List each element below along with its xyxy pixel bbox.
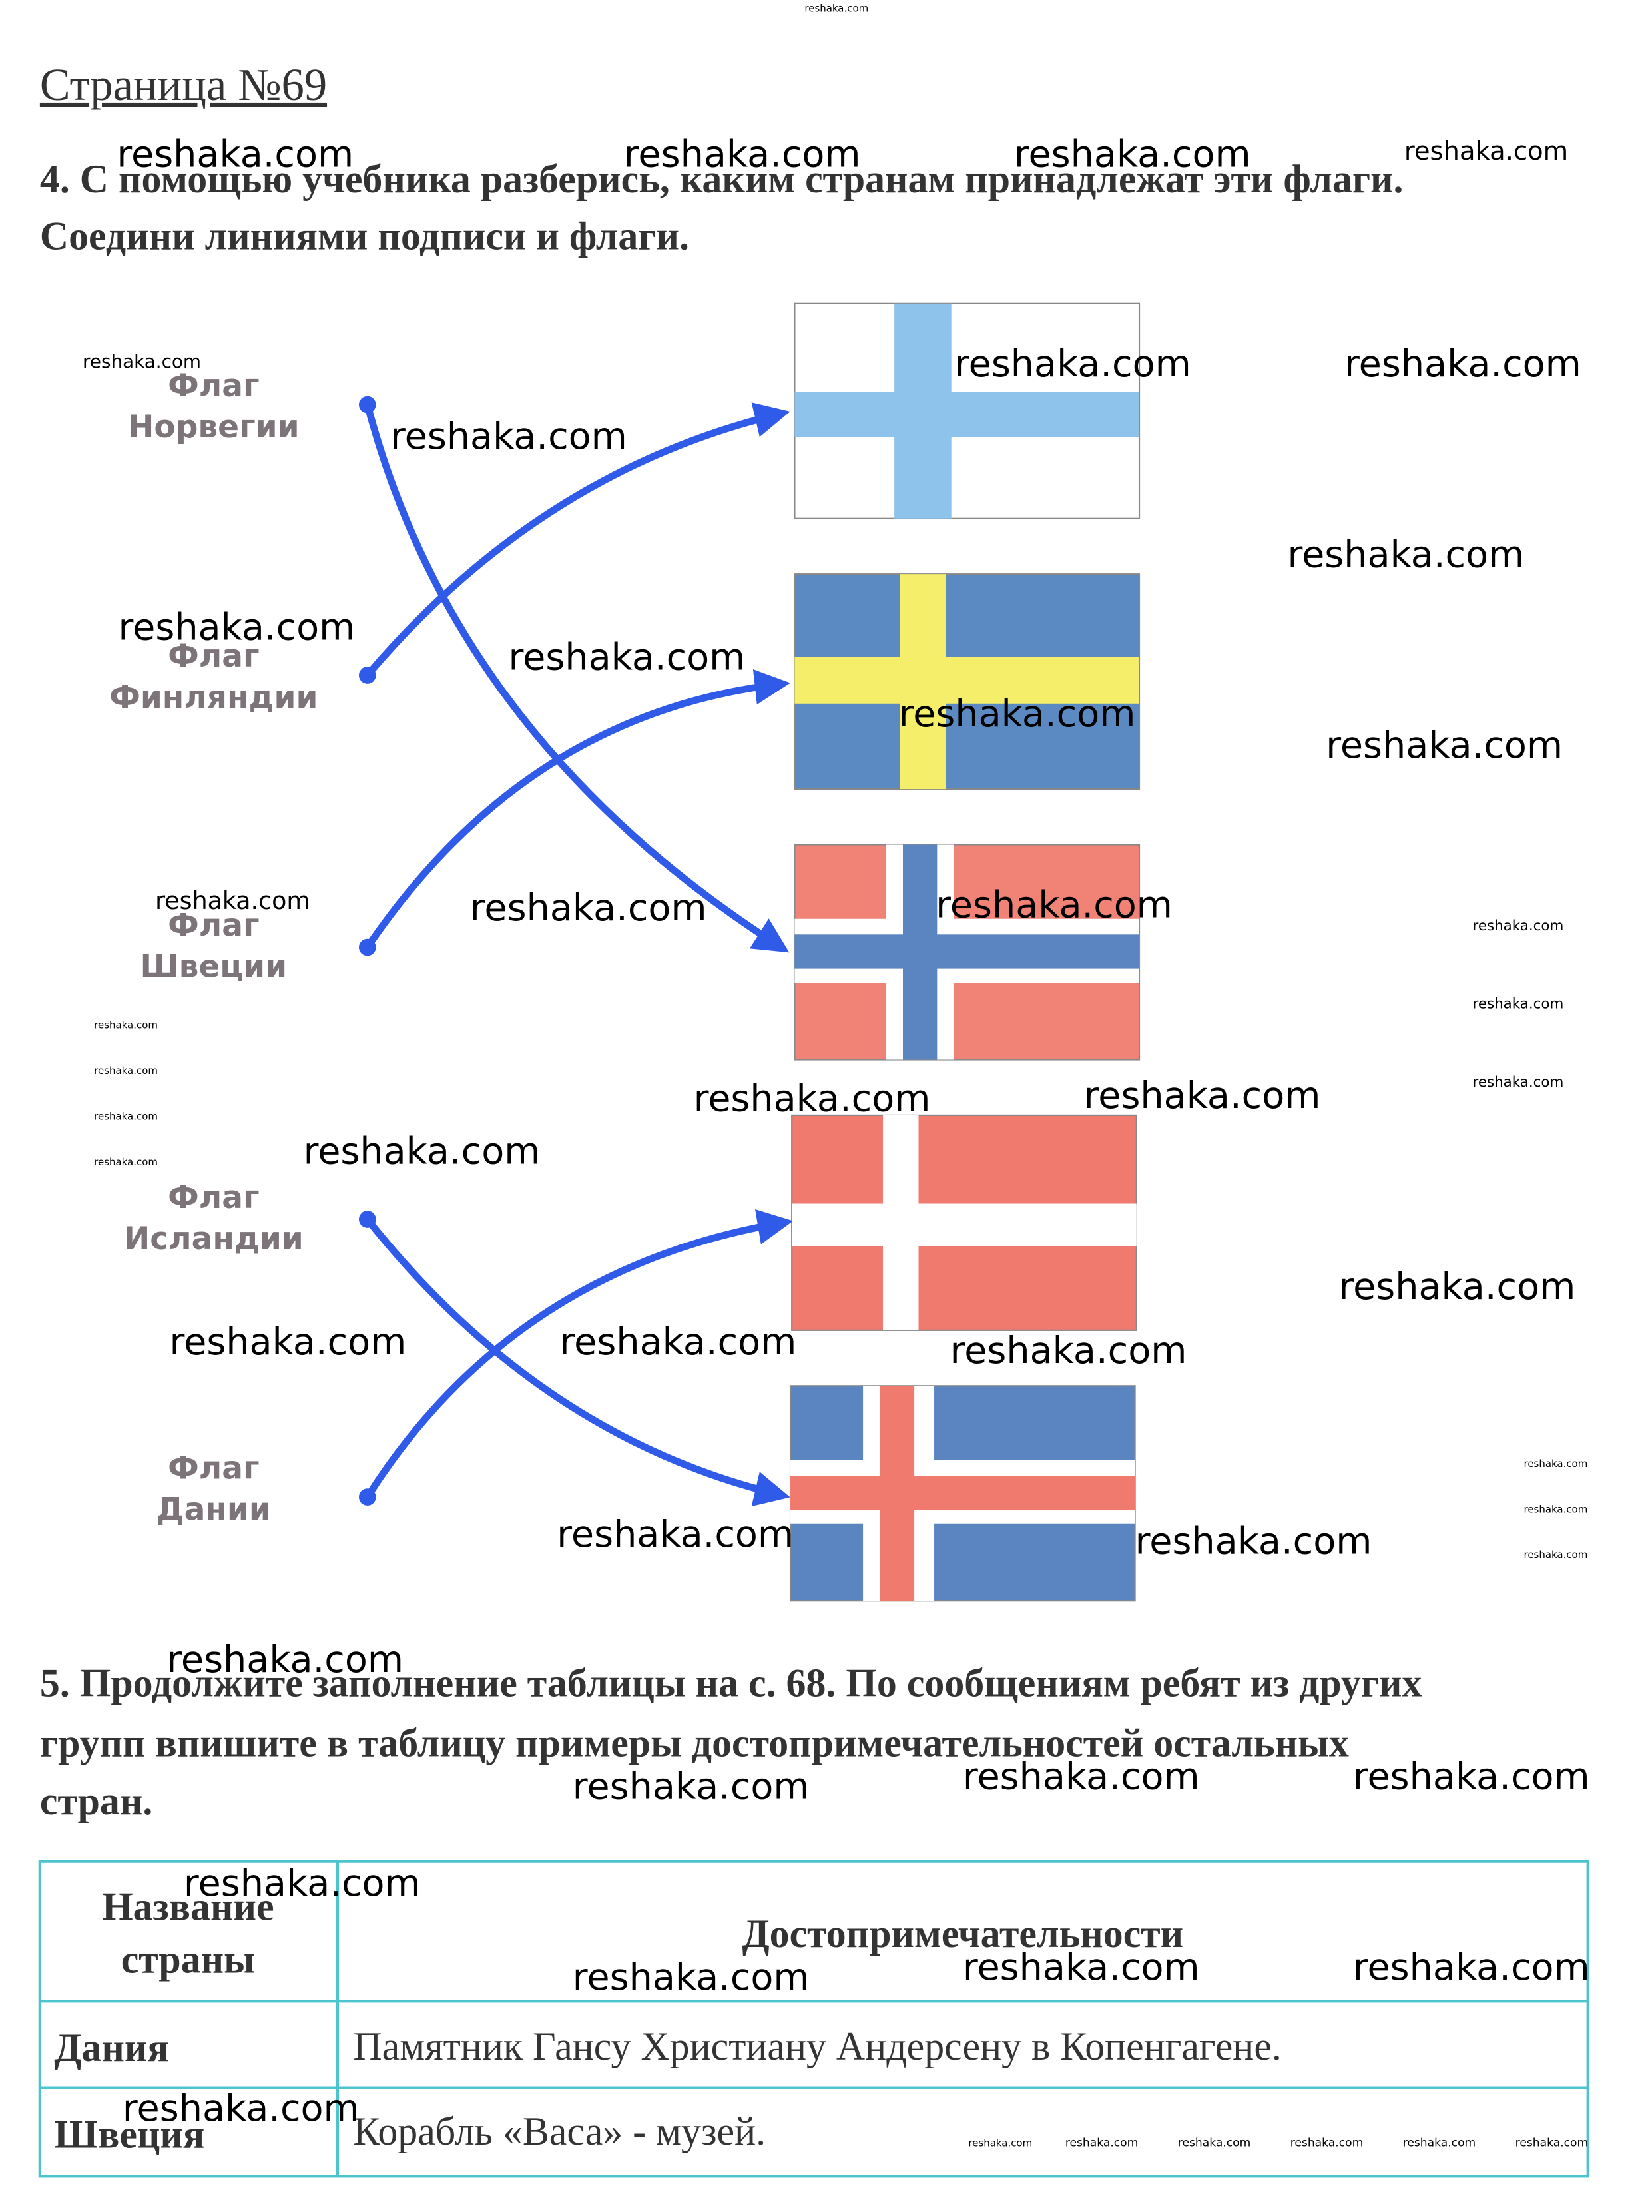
watermark: reshaka.com <box>123 2087 360 2130</box>
watermark: reshaka.com <box>94 1019 158 1031</box>
watermark: reshaka.com <box>119 606 356 649</box>
watermark: reshaka.com <box>1473 1074 1564 1091</box>
watermark: reshaka.com <box>1353 1946 1590 1989</box>
watermark: reshaka.com <box>557 1513 794 1556</box>
watermarks: reshaka.com reshaka.com reshaka.com reshaka… <box>83 2 1590 2149</box>
watermark: reshaka.com <box>170 1320 407 1364</box>
flag-labels: Флаг Норвегии Флаг Финляндии Флаг Швеции Флаг И… <box>109 368 318 1528</box>
flags <box>789 302 1141 1602</box>
watermark: reshaka.com <box>899 692 1136 736</box>
dots <box>358 396 376 1506</box>
watermark: reshaka.com <box>1014 133 1251 176</box>
arrow <box>364 404 790 953</box>
task-text: стран. <box>40 1779 152 1823</box>
watermark: reshaka.com <box>509 635 746 679</box>
table-cell: Корабль «Васа» - музей. <box>353 2109 766 2153</box>
arrows <box>364 402 794 1507</box>
watermark: reshaka.com <box>184 1862 421 1905</box>
watermark: reshaka.com <box>94 1156 158 1168</box>
flag-label: Исландии <box>124 1221 304 1257</box>
watermark: reshaka.com <box>166 1638 404 1681</box>
watermark: reshaka.com <box>1178 2136 1251 2149</box>
flag-label: Флаг <box>168 907 259 944</box>
watermark: reshaka.com <box>1065 2136 1139 2149</box>
flag-iceland <box>789 1385 1136 1602</box>
watermark: reshaka.com <box>1515 2136 1589 2149</box>
watermark: reshaka.com <box>390 415 627 458</box>
watermark: reshaka.com <box>560 1320 797 1364</box>
table-header: Достопримечательности <box>742 1912 1183 1956</box>
arrow <box>364 669 790 950</box>
flag-label: Норвегии <box>128 409 300 445</box>
watermark: reshaka.com <box>1338 1265 1575 1308</box>
flag-sweden <box>794 573 1141 790</box>
arrow <box>364 1217 790 1507</box>
page-title: Страница №69 <box>40 59 327 110</box>
table-cell: Швеция <box>54 2113 204 2157</box>
watermark: reshaka.com <box>573 1765 810 1808</box>
table-cell: Памятник Гансу Христиану Андерсену в Коп… <box>353 2024 1281 2068</box>
watermark: reshaka.com <box>1135 1520 1372 1563</box>
table-header: Название <box>102 1884 274 1928</box>
watermark: reshaka.com <box>950 1329 1187 1372</box>
flag-norway <box>794 844 1141 1061</box>
watermark: reshaka.com <box>624 133 861 176</box>
table-cell: Дания <box>54 2026 169 2070</box>
flag-label: Финляндии <box>109 679 318 716</box>
watermark: reshaka.com <box>117 133 354 176</box>
arrow <box>364 1209 794 1499</box>
watermark: reshaka.com <box>1473 918 1564 934</box>
flag-label: Флаг <box>168 1179 259 1216</box>
table-grid <box>38 1860 1589 2178</box>
flag-label: Дании <box>156 1491 271 1527</box>
watermark: reshaka.com <box>804 2 868 14</box>
watermark: reshaka.com <box>1524 1504 1588 1516</box>
flag-label: Флаг <box>168 638 259 675</box>
flag-denmark <box>791 1114 1137 1331</box>
watermark: reshaka.com <box>954 342 1191 386</box>
watermark: reshaka.com <box>963 1946 1200 1989</box>
watermark: reshaka.com <box>1287 533 1524 576</box>
watermark: reshaka.com <box>1344 342 1581 386</box>
watermark: reshaka.com <box>1473 995 1564 1012</box>
watermark: reshaka.com <box>155 886 310 915</box>
watermark: reshaka.com <box>304 1130 541 1173</box>
task-text: 5. Продолжите заполнение таблицы на с. 6… <box>40 1661 1422 1705</box>
watermark: reshaka.com <box>83 350 201 372</box>
watermark: reshaka.com <box>94 1065 158 1077</box>
flag-label: Флаг <box>168 368 259 404</box>
watermark: reshaka.com <box>1353 1755 1590 1798</box>
watermark: reshaka.com <box>1403 2136 1476 2149</box>
watermark: reshaka.com <box>694 1077 931 1120</box>
task-text: групп впишите в таблицу примеры достопри… <box>40 1721 1349 1765</box>
watermark: reshaka.com <box>94 1110 158 1122</box>
watermark: reshaka.com <box>1290 2136 1363 2149</box>
watermark: reshaka.com <box>968 2137 1032 2149</box>
watermark: reshaka.com <box>936 884 1173 927</box>
flag-label: Флаг <box>168 1450 259 1486</box>
watermark: reshaka.com <box>470 886 707 930</box>
watermark: reshaka.com <box>1524 1458 1588 1470</box>
watermark: reshaka.com <box>1524 1549 1588 1561</box>
flag-finland <box>794 302 1141 519</box>
task-text: 4. С помощью учебника разберись, каким с… <box>40 157 1404 201</box>
flag-label: Швеции <box>140 948 288 985</box>
arrow <box>364 402 790 678</box>
task-text: Соедини линиями подписи и флаги. <box>40 214 689 258</box>
watermark: reshaka.com <box>963 1755 1200 1798</box>
watermark: reshaka.com <box>573 1956 810 1999</box>
table-header: страны <box>121 1937 255 1981</box>
watermark: reshaka.com <box>1084 1074 1321 1117</box>
watermark: reshaka.com <box>1326 724 1563 767</box>
watermark: reshaka.com <box>1404 137 1568 166</box>
